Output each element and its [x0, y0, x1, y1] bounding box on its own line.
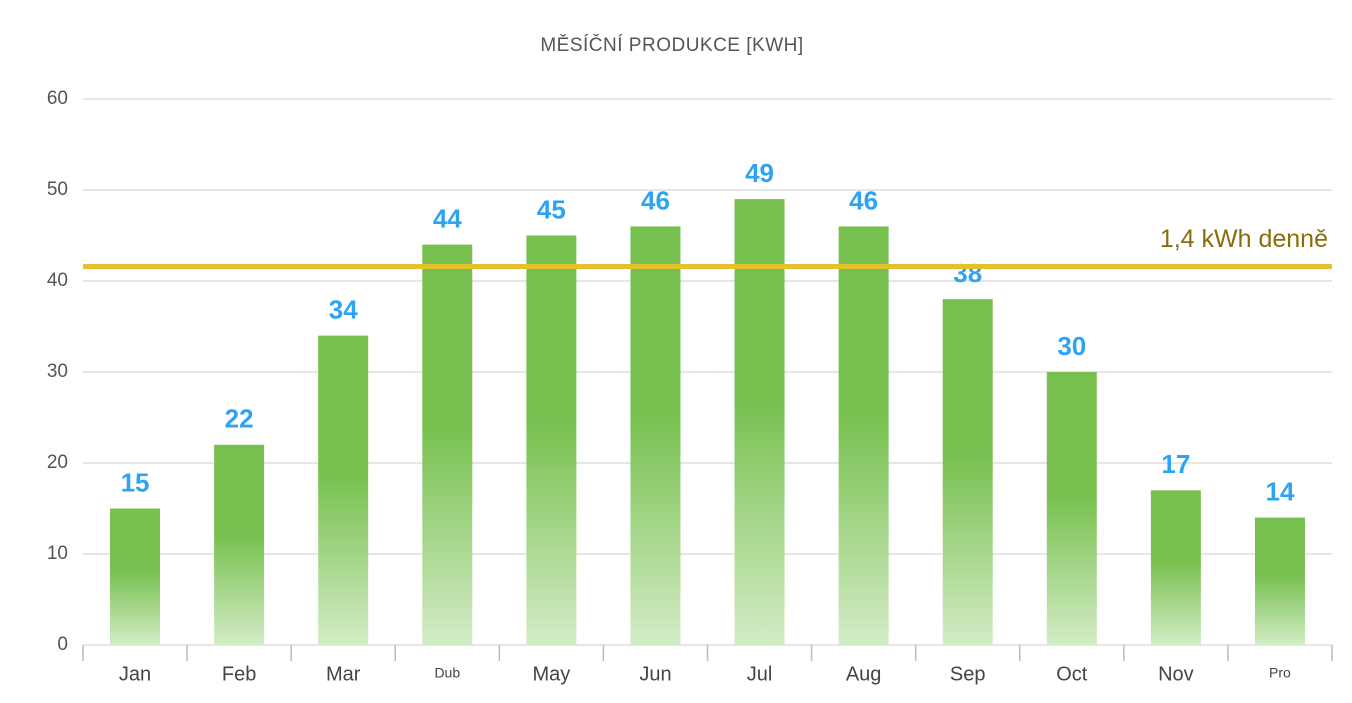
x-tick-label: Mar — [326, 663, 361, 685]
x-tick-label: Sep — [950, 663, 986, 685]
value-label: 45 — [537, 194, 566, 224]
value-label: 17 — [1161, 449, 1190, 479]
chart-title: MĚSÍČNÍ PRODUKCE [KWH] — [540, 34, 803, 56]
x-tick-label: Jun — [639, 663, 671, 685]
x-tick-label: Oct — [1056, 663, 1088, 685]
y-tick-label: 10 — [47, 543, 68, 564]
y-tick-label: 40 — [47, 270, 68, 291]
x-tick-label: Jan — [119, 663, 151, 685]
value-label: 34 — [329, 294, 358, 324]
y-tick-label: 60 — [47, 88, 68, 109]
bar — [214, 444, 265, 645]
x-tick-label: May — [532, 663, 570, 685]
x-tick-label: Feb — [222, 663, 256, 685]
x-tick-label: Pro — [1269, 665, 1291, 681]
bar — [422, 244, 473, 645]
value-label: 46 — [641, 185, 670, 215]
value-label: 38 — [953, 258, 982, 288]
x-tick-label: Nov — [1158, 663, 1194, 685]
bar — [110, 508, 161, 645]
value-label: 15 — [121, 467, 150, 497]
x-tick-label: Dub — [434, 665, 460, 681]
bar — [734, 199, 785, 645]
bar — [630, 226, 681, 645]
value-label: 22 — [225, 404, 254, 434]
bar — [318, 335, 369, 645]
x-tick-label: Aug — [846, 663, 882, 685]
value-label: 49 — [745, 158, 774, 188]
y-tick-label: 0 — [57, 634, 68, 655]
value-label: 14 — [1265, 476, 1294, 506]
y-tick-label: 30 — [47, 361, 68, 382]
bar — [942, 299, 993, 645]
x-tick-label: Jul — [747, 663, 773, 685]
value-label: 30 — [1057, 331, 1086, 361]
bar — [838, 226, 889, 645]
reference-label: 1,4 kWh denně — [1160, 225, 1328, 253]
y-tick-label: 50 — [47, 179, 68, 200]
value-label: 46 — [849, 185, 878, 215]
bar — [1254, 517, 1305, 645]
bar — [526, 235, 577, 645]
bar — [1150, 490, 1201, 645]
value-label: 44 — [433, 203, 462, 233]
y-tick-label: 20 — [47, 452, 68, 473]
bar — [1046, 372, 1097, 645]
